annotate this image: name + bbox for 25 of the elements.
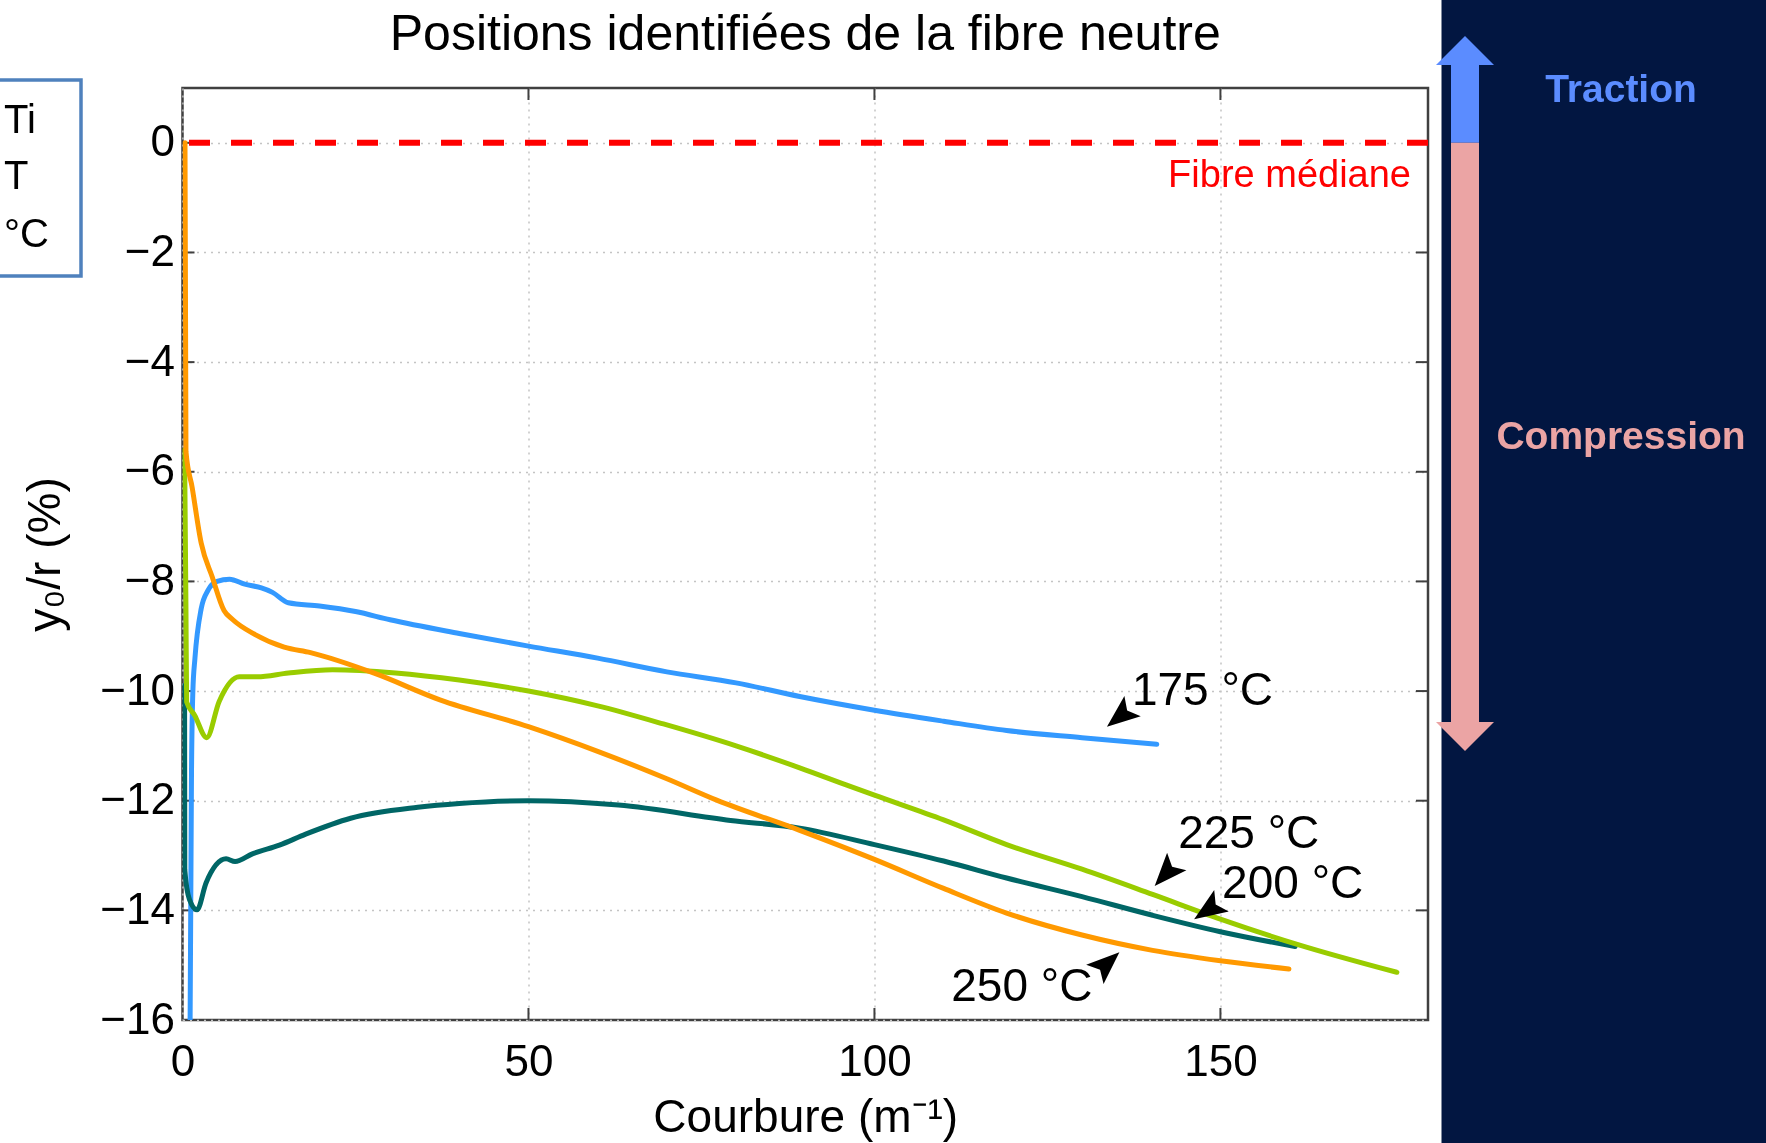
y-axis-title: y₀/r (%): [17, 477, 70, 632]
y-tick-label: 0: [150, 116, 175, 166]
annotation: 200 °C: [1222, 856, 1364, 909]
text: Compression: [1496, 414, 1746, 457]
chart-title: Positions identifiées de la fibre neutre: [389, 5, 1221, 61]
annotation: 175 °C: [1131, 662, 1274, 715]
y-tick-label: −6: [124, 445, 175, 495]
y-tick-label: −16: [100, 993, 175, 1043]
x-tick-label: 150: [1184, 1035, 1258, 1085]
text: Traction: [1545, 67, 1697, 110]
annotation: 250 °C: [951, 959, 1093, 1012]
text: °C: [4, 211, 49, 255]
text: T: [4, 153, 29, 197]
x-tick-label: 100: [838, 1035, 912, 1085]
y-tick-label: −12: [100, 774, 175, 824]
x-tick-label: 50: [504, 1035, 554, 1085]
y-tick-label: −2: [124, 225, 175, 275]
annotation: 225 °C: [1178, 806, 1320, 858]
y-tick-label: −10: [100, 664, 175, 714]
y-tick-label: −4: [124, 335, 175, 385]
text: Ti: [4, 97, 36, 141]
y-tick-label: −14: [100, 883, 175, 933]
ref-line-label: Fibre médiane: [1168, 152, 1411, 195]
x-axis-title: Courbure (m⁻¹): [653, 1089, 959, 1142]
y-tick-label: −8: [124, 554, 175, 604]
